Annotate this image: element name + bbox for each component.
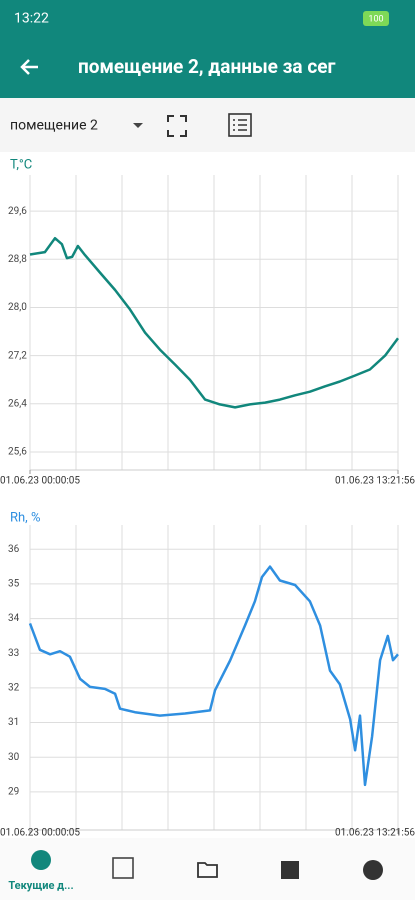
data-line <box>29 236 400 409</box>
toolbar <box>0 98 415 152</box>
back-button[interactable] <box>20 59 38 75</box>
x-tick-label: 01.06.23 13:21:56 <box>335 828 415 839</box>
y-tick-label: 31 <box>8 717 19 728</box>
dropdown-arrow[interactable] <box>133 123 143 128</box>
nav-current-icon[interactable] <box>31 850 51 870</box>
y-tick-label: 34 <box>8 613 20 624</box>
nav-info-icon[interactable] <box>363 860 383 880</box>
y-tick-label: 35 <box>8 579 20 590</box>
nav-settings-icon[interactable] <box>281 861 299 879</box>
nav-current-label[interactable]: Текущие д... <box>8 879 73 892</box>
y-tick-label: 29 <box>8 787 19 798</box>
table-icon-lines <box>233 119 247 131</box>
status-bar <box>0 0 415 38</box>
x-tick-label: 01.06.23 00:00:05 <box>0 828 80 839</box>
status-time: 13:22 <box>14 11 49 27</box>
y-tick-label: 27,2 <box>8 350 27 361</box>
y-tick-label: 25,6 <box>8 447 27 458</box>
battery-level: 100 <box>368 14 383 24</box>
table-icon <box>228 113 252 137</box>
battery-icon <box>363 11 389 26</box>
app-bar <box>0 38 415 98</box>
app-title: помещение 2, данные за сег <box>78 55 335 78</box>
bottom-nav <box>0 838 415 900</box>
y-axis-label: T,°C <box>10 157 32 172</box>
data-line <box>28 565 399 787</box>
nav-folder-icon[interactable] <box>197 862 218 878</box>
table-button[interactable] <box>228 113 252 137</box>
y-axis-label: Rh, % <box>10 510 40 525</box>
nav-view-icon[interactable] <box>112 857 134 879</box>
fullscreen-button[interactable] <box>167 115 187 137</box>
y-tick-label: 26,4 <box>8 398 27 409</box>
y-tick-label: 36 <box>8 544 20 555</box>
y-tick-label: 28,8 <box>8 254 27 265</box>
x-tick-label: 01.06.23 00:00:05 <box>0 476 80 487</box>
y-tick-label: 28,0 <box>8 302 27 313</box>
y-tick-label: 29,6 <box>8 206 27 217</box>
room-selector[interactable]: помещение 2 <box>10 118 98 134</box>
y-tick-label: 33 <box>8 648 19 659</box>
y-tick-label: 32 <box>8 683 20 694</box>
y-tick-label: 30 <box>8 752 20 763</box>
x-tick-label: 01.06.23 13:21:56 <box>335 476 415 487</box>
